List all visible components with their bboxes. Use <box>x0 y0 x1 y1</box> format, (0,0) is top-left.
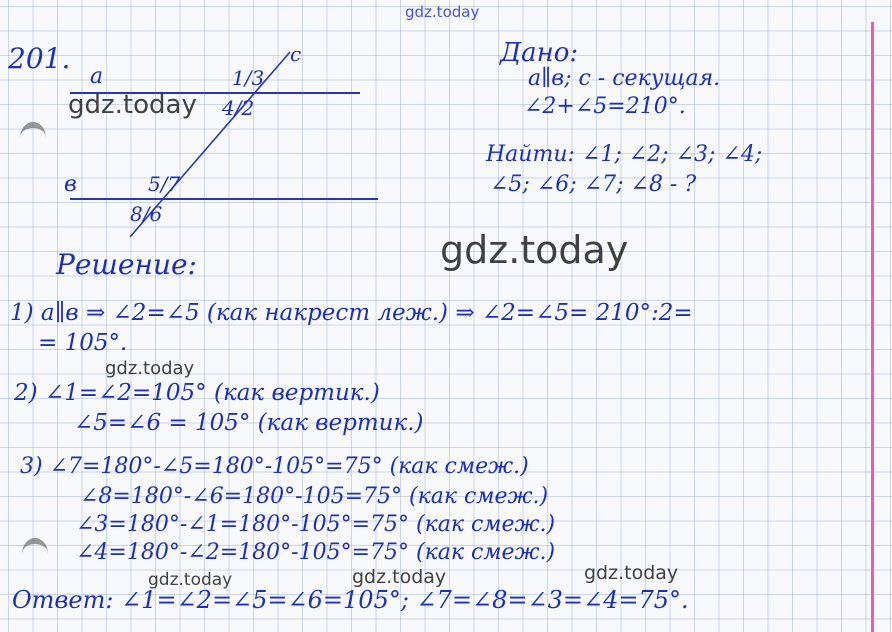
watermark-top: gdz.today <box>405 3 480 21</box>
watermark: gdz.today <box>584 562 679 584</box>
label-b: в <box>64 172 77 197</box>
page-margin-line <box>871 22 874 632</box>
solution-heading: Решение: <box>56 248 197 281</box>
binder-hole <box>20 122 46 154</box>
problem-number: 201. <box>8 42 71 75</box>
watermark: gdz.today <box>440 228 629 272</box>
label-c: c <box>290 42 302 66</box>
solution-step-3c: ∠3=180°-∠1=180°-105°=75° (как смеж.) <box>76 512 556 537</box>
angles-4-2: 4/2 <box>222 96 255 120</box>
given-heading: Дано: <box>500 38 579 68</box>
given-line-1: a∥в; c - секущая. <box>528 66 721 91</box>
watermark: gdz.today <box>105 358 195 379</box>
solution-step-1: 1) a∥в ⇒ ∠2=∠5 (как накрест леж.) ⇒ ∠2=∠… <box>10 300 693 326</box>
angles-8-6: 8/6 <box>130 202 163 226</box>
solution-step-3d: ∠4=180°-∠2=180°-105°=75° (как смеж.) <box>76 540 556 565</box>
watermark: gdz.today <box>68 90 197 120</box>
solution-step-3a: 3) ∠7=180°-∠5=180°-105°=75° (как смеж.) <box>20 454 529 479</box>
answer: Ответ: ∠1=∠2=∠5=∠6=105°; ∠7=∠8=∠3=∠4=75°… <box>12 586 689 614</box>
label-a: a <box>90 64 104 89</box>
solution-step-1-result: = 105°. <box>38 330 128 356</box>
find-line-1: Найти: ∠1; ∠2; ∠3; ∠4; <box>486 142 763 167</box>
watermark: gdz.today <box>352 566 447 588</box>
find-line-2: ∠5; ∠6; ∠7; ∠8 - ? <box>490 172 697 197</box>
binder-hole <box>22 538 48 570</box>
angles-5-7: 5/7 <box>148 172 181 196</box>
given-line-2: ∠2+∠5=210°. <box>524 94 686 119</box>
angles-1-3: 1/3 <box>232 66 265 90</box>
solution-step-2b: ∠5=∠6 = 105° (как вертик.) <box>74 410 424 436</box>
transversal-c <box>129 51 291 238</box>
watermark: gdz.today <box>148 570 233 590</box>
solution-step-2a: 2) ∠1=∠2=105° (как вертик.) <box>14 380 380 406</box>
solution-step-3b: ∠8=180°-∠6=180°-105=75° (как смеж.) <box>80 484 549 509</box>
